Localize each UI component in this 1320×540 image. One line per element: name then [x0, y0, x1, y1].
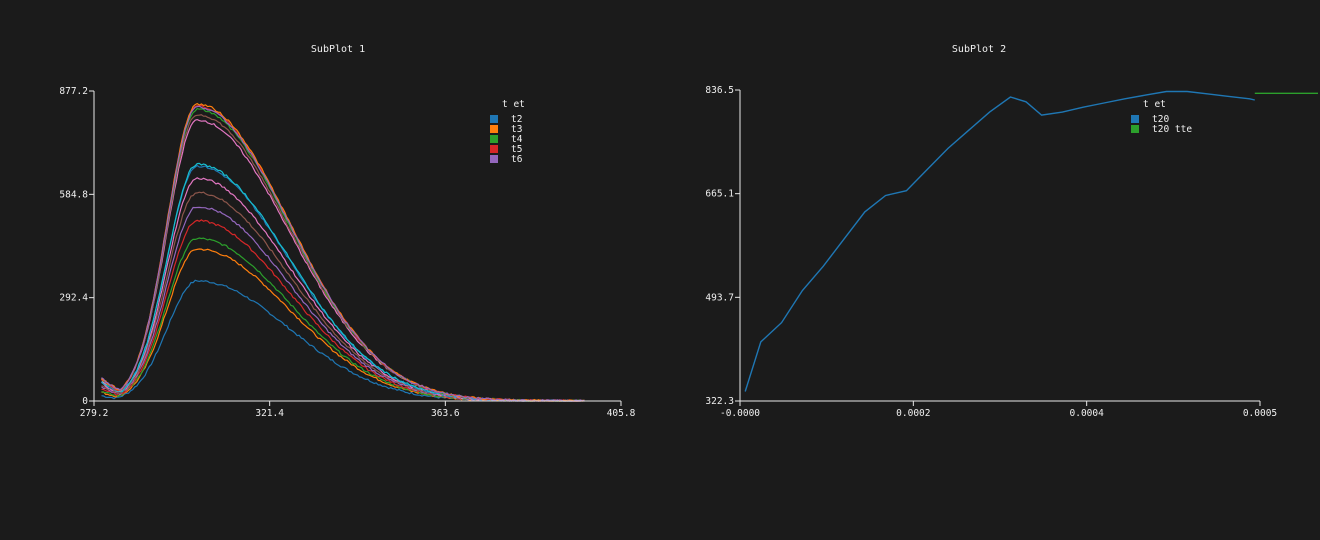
subplot-2-y-tick-label: 322.3: [705, 396, 734, 407]
subplot-1-x-ticks: 279.2 321.4 363.6 405.8: [80, 401, 636, 419]
subplot-1-x-tick-label: 279.2: [80, 408, 109, 419]
subplot-2-legend-title: t et: [1143, 99, 1166, 110]
subplot-1-x-tick-label: 321.4: [255, 408, 284, 419]
subplot-1-legend-swatch: [490, 135, 498, 143]
subplot-2-y-tick-label: 493.7: [705, 292, 734, 303]
subplot-1-legend-swatch: [490, 145, 498, 153]
subplot-2-legend-label: t20 tte: [1152, 124, 1192, 135]
subplot-1-legend-label: t2: [511, 114, 522, 125]
subplot-1-series-line-8: [101, 164, 585, 402]
subplot-1-legend-swatch: [490, 155, 498, 163]
subplot-1-y-tick-label: 877.2: [59, 86, 88, 97]
subplot-1-y-tick-label: 584.8: [59, 189, 88, 200]
subplot-2-x-tick-label: 0.0005: [1243, 408, 1277, 419]
subplot-2-x-tick-label: -0.0000: [720, 408, 760, 419]
subplot-2-x-ticks: -0.0000 0.0002 0.0004 0.0005: [720, 401, 1277, 419]
subplot-2-series-line-1: [744, 90, 1255, 392]
subplot-1-legend-label: t5: [511, 144, 522, 155]
subplot-2-legend-label: t20: [1152, 114, 1169, 125]
subplot-1-title: SubPlot 1: [311, 44, 365, 55]
subplot-2-title: SubPlot 2: [952, 44, 1006, 55]
subplot-1-y-tick-label: 0: [82, 396, 88, 407]
subplot-1-legend-label: t3: [511, 124, 522, 135]
subplot-1-series-line-2: [101, 248, 585, 402]
subplot-2-y-ticks: 322.3 493.7 665.1 836.5: [705, 85, 740, 407]
subplot-1: SubPlot 1 279.2 321.4 363.6 405.8 0 292.4 584…: [59, 44, 635, 419]
subplot-2-y-tick-label: 836.5: [705, 85, 734, 96]
subplot-1-series-line-6: [101, 191, 585, 402]
subplot-1-x-tick-label: 405.8: [607, 408, 636, 419]
subplot-2-legend-swatch: [1131, 115, 1139, 123]
subplot-2-legend-swatch: [1131, 125, 1139, 133]
subplot-1-legend-label: t4: [511, 134, 523, 145]
subplot-2: SubPlot 2 -0.0000 0.0002 0.0004 0.0005 322.…: [705, 44, 1318, 419]
subplot-2-x-tick-label: 0.0004: [1070, 408, 1105, 419]
subplot-1-x-tick-label: 363.6: [431, 408, 460, 419]
subplot-2-x-tick-label: 0.0002: [896, 408, 930, 419]
subplot-1-series-lines: [100, 102, 585, 402]
subplot-1-legend-swatch: [490, 125, 498, 133]
subplot-1-y-tick-label: 292.4: [59, 293, 88, 304]
subplot-1-legend-swatch: [490, 115, 498, 123]
subplot-1-legend-label: t6: [511, 154, 523, 165]
subplot-1-legend-title: t et: [502, 99, 525, 110]
subplot-1-series-line-1: [101, 279, 585, 402]
subplot-2-series-lines: [744, 90, 1318, 392]
subplot-1-y-ticks: 0 292.4 584.8 877.2: [59, 86, 94, 407]
subplot-2-y-tick-label: 665.1: [705, 189, 734, 200]
subplot-1-series-line-15: [101, 105, 585, 402]
